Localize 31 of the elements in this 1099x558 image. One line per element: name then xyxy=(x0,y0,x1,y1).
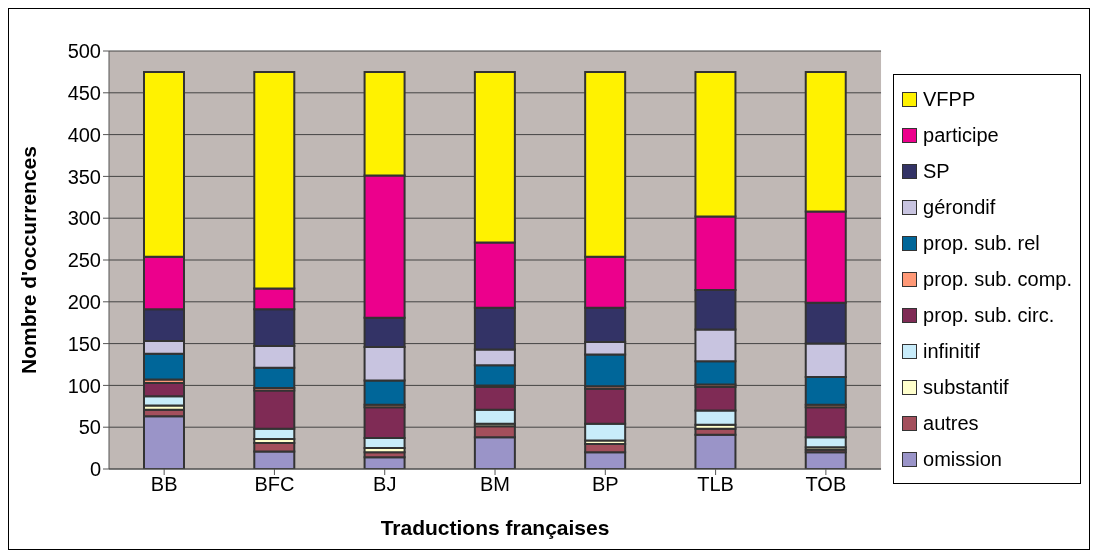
y-tick-label: 50 xyxy=(78,416,101,439)
legend-label: VFPP xyxy=(923,87,976,111)
legend-label: infinitif xyxy=(923,339,980,363)
y-tick-label: 300 xyxy=(67,207,101,230)
legend-label: autres xyxy=(923,411,979,435)
x-tick-label: BM xyxy=(480,473,511,496)
legend-label: prop. sub. comp. xyxy=(923,267,1072,291)
legend-label: gérondif xyxy=(923,195,996,219)
x-tick-label: TLB xyxy=(697,473,734,496)
x-tick-label: TOB xyxy=(805,473,847,496)
y-tick-label: 400 xyxy=(67,123,101,146)
y-tick-label: 350 xyxy=(67,165,101,188)
y-tick-label: 200 xyxy=(67,290,101,313)
y-tick-label: 450 xyxy=(67,81,101,104)
y-tick-label: 0 xyxy=(89,458,101,481)
legend-label: substantif xyxy=(923,375,1009,399)
legend-label: participe xyxy=(923,123,999,147)
y-tick-label: 500 xyxy=(67,40,101,63)
y-tick-label: 100 xyxy=(67,374,101,397)
x-tick-label: BP xyxy=(591,473,619,496)
x-tick-label: BFC xyxy=(254,473,295,496)
legend-label: prop. sub. rel xyxy=(923,231,1040,255)
x-tick-label: BB xyxy=(150,473,178,496)
y-tick-label: 250 xyxy=(67,249,101,272)
y-axis-title: Nombre d'occurrences xyxy=(17,146,41,374)
x-axis-title: Traductions françaises xyxy=(380,516,610,539)
legend-label: omission xyxy=(923,447,1002,471)
legend-label: SP xyxy=(923,159,950,183)
x-tick-label: BJ xyxy=(373,473,397,496)
legend-label: prop. sub. circ. xyxy=(923,303,1055,327)
y-tick-label: 150 xyxy=(67,332,101,355)
